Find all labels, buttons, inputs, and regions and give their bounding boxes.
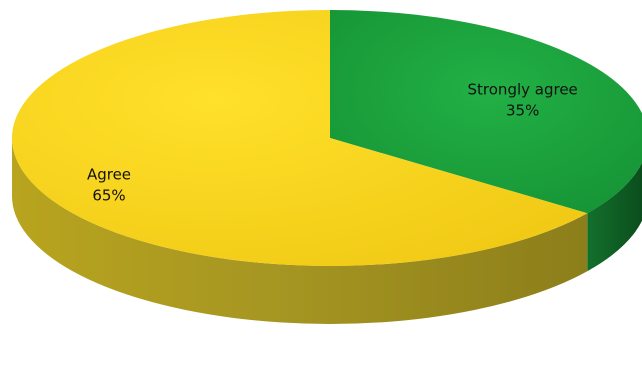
slice-side-agree — [12, 138, 588, 324]
slice-agree — [11, 10, 588, 266]
slice-strongly-agree — [330, 10, 642, 214]
slice-value-strongly-agree: 35% — [506, 101, 539, 119]
slice-side-strongly-agree — [587, 162, 642, 272]
slice-label-strongly-agree: Strongly agree — [468, 80, 578, 98]
slice-label-agree: Agree — [87, 165, 131, 183]
slice-value-agree: 65% — [92, 186, 125, 204]
pie-tops — [11, 10, 642, 266]
pie-sides — [12, 138, 642, 324]
